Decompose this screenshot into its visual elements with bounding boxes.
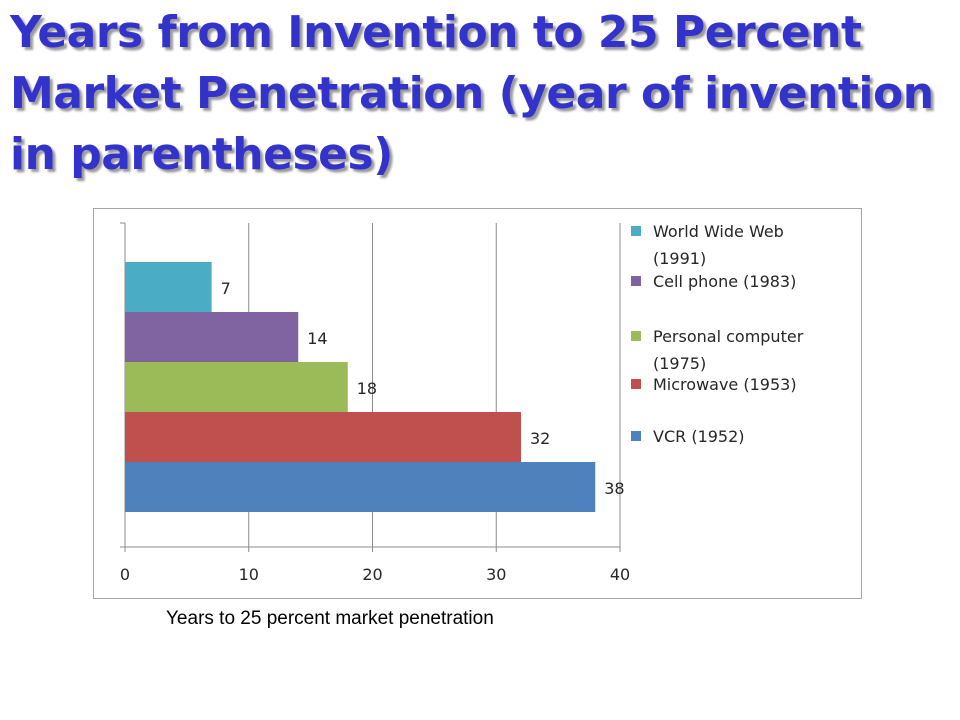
bar-cell-phone-1983 xyxy=(125,312,299,362)
x-tick-label-40: 40 xyxy=(610,565,630,584)
x-tick-label-0: 0 xyxy=(120,565,130,584)
legend-label: Personal computer xyxy=(653,327,804,346)
bar-vcr-1952 xyxy=(125,462,596,512)
bar-chart: 0 10 20 30 40 7 14 18 32 38 World Wide Web (1991) Ce… xyxy=(120,222,804,584)
chart-frame: 0 10 20 30 40 7 14 18 32 38 World Wide Web (1991) Ce… xyxy=(93,208,862,599)
bar-microwave-1953 xyxy=(125,412,521,462)
data-label: 14 xyxy=(307,329,327,348)
x-tick-label-20: 20 xyxy=(362,565,382,584)
bar-personal-computer-1975 xyxy=(125,362,348,412)
legend-label: (1975) xyxy=(653,354,706,373)
x-tick-label-10: 10 xyxy=(239,565,259,584)
data-label: 32 xyxy=(530,429,550,448)
legend-label: World Wide Web xyxy=(653,222,784,241)
data-label: 38 xyxy=(604,479,624,498)
legend-swatch xyxy=(631,431,641,441)
x-axis-title: Years to 25 percent market penetration xyxy=(166,608,494,629)
bar-world-wide-web-1991 xyxy=(125,262,212,312)
legend-swatch xyxy=(631,276,641,286)
legend-swatch xyxy=(631,379,641,389)
data-label: 18 xyxy=(357,379,377,398)
data-label: 7 xyxy=(221,279,231,298)
page-title: Years from Invention to 25 Percent Marke… xyxy=(10,7,934,180)
legend-label: Cell phone (1983) xyxy=(653,272,796,291)
legend-label: VCR (1952) xyxy=(653,427,745,446)
legend-label: Microwave (1953) xyxy=(653,375,797,394)
legend-swatch xyxy=(631,226,641,236)
legend-swatch xyxy=(631,331,641,341)
x-tick-label-30: 30 xyxy=(486,565,506,584)
legend-label: (1991) xyxy=(653,249,706,268)
